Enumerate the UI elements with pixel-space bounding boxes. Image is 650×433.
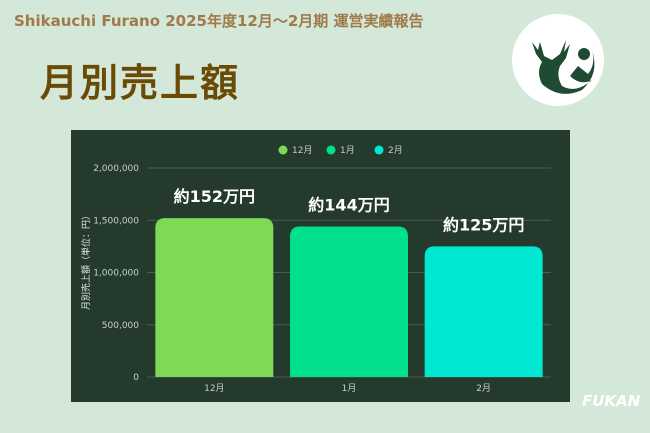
y-tick-label: 1,000,000 — [93, 269, 139, 279]
bar — [155, 218, 274, 377]
x-tick-label: 2月 — [476, 383, 491, 394]
fukan-logo: FUKAN — [582, 392, 641, 410]
y-tick-label: 2,000,000 — [93, 164, 139, 174]
legend-label: 12月 — [292, 145, 312, 156]
y-axis-label: 月別売上額（単位：円） — [80, 211, 92, 310]
page-title: 月別売上額 — [40, 61, 241, 105]
y-tick-label: 0 — [133, 373, 139, 383]
y-tick-label: 500,000 — [102, 321, 139, 331]
data-label: 約152万円 — [174, 187, 255, 206]
data-label: 約144万円 — [308, 196, 389, 215]
chart-panel: 0 500,000 1,000,000 1,500,000 2,000,000 月別売上額… — [71, 130, 570, 402]
bar — [290, 226, 408, 377]
legend-marker — [374, 145, 384, 155]
data-label: 約125万円 — [443, 215, 524, 234]
bar — [424, 246, 543, 377]
y-tick-label: 1,500,000 — [93, 216, 139, 226]
legend-label: 1月 — [340, 145, 355, 156]
deer-logo — [512, 14, 604, 106]
legend-label: 2月 — [388, 145, 403, 156]
report-subtitle: Shikauchi Furano 2025年度12月〜2月期 運営実績報告 — [14, 12, 424, 30]
x-tick-label: 1月 — [342, 383, 357, 394]
x-tick-label: 12月 — [204, 383, 224, 394]
legend-marker — [278, 145, 288, 155]
legend-marker — [326, 145, 336, 155]
